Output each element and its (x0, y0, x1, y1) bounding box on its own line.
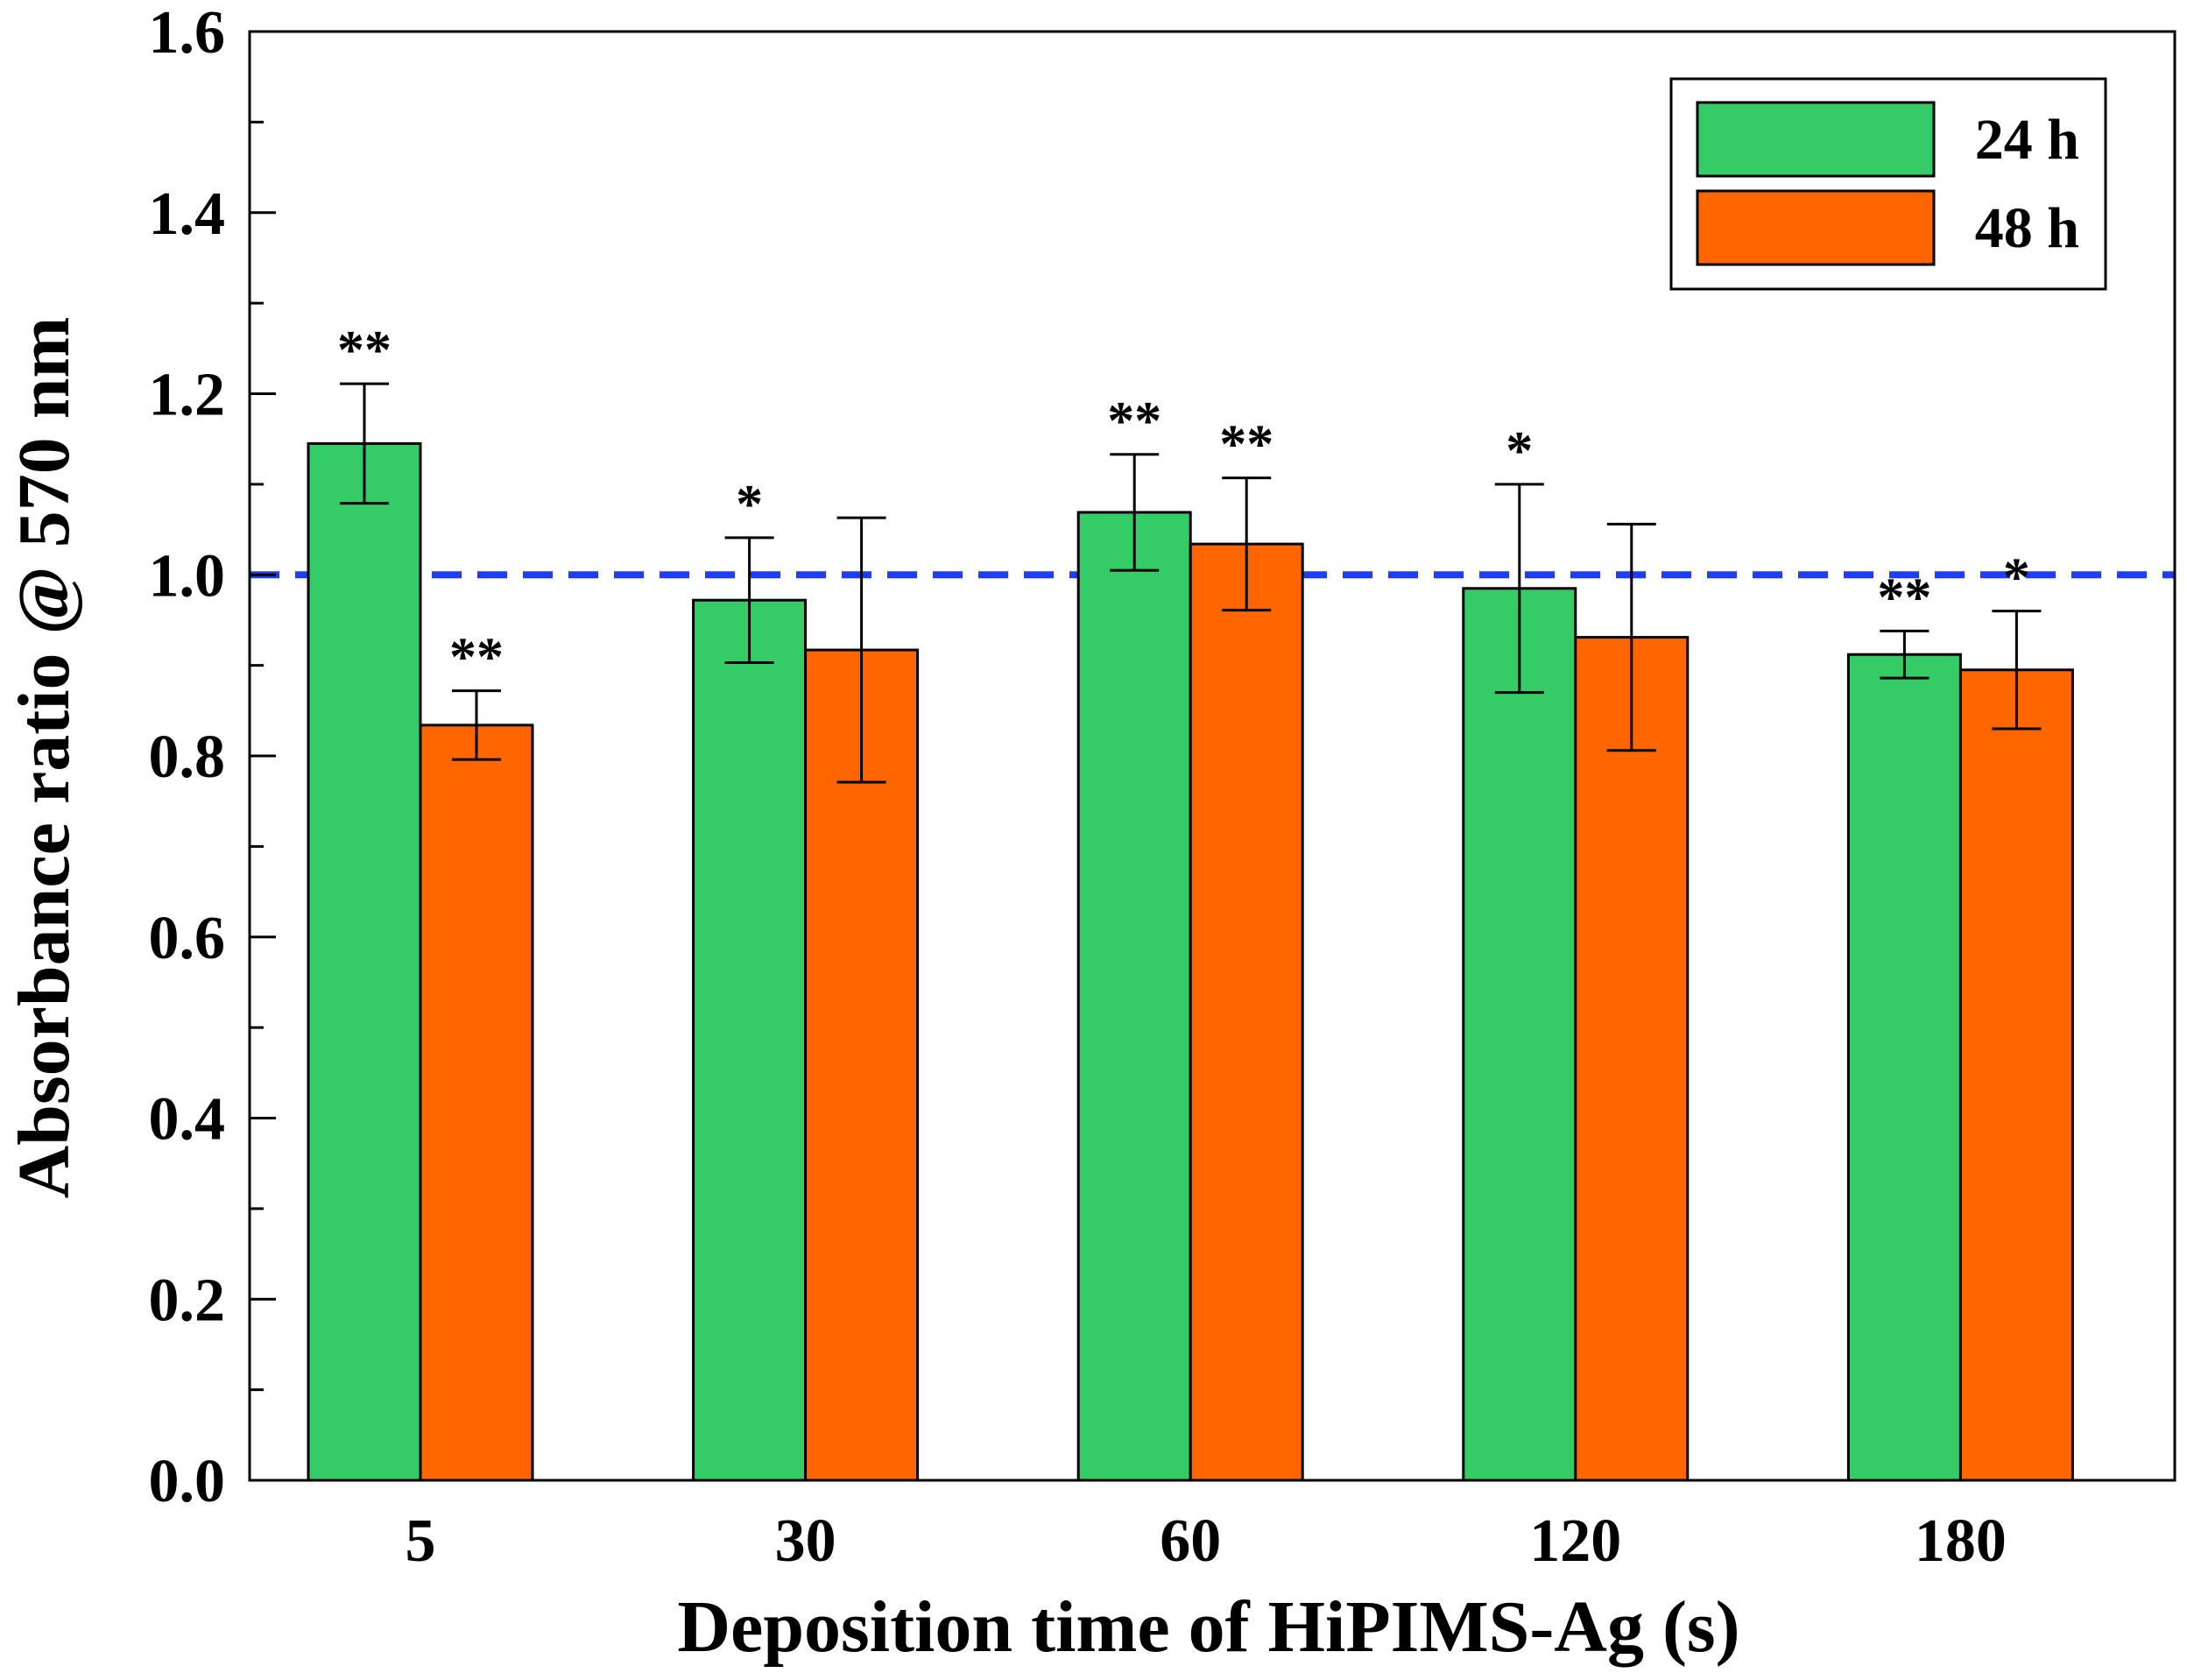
significance-label: ** (1107, 392, 1161, 451)
legend-swatch-24h (1696, 101, 1936, 178)
legend-label: 24 h (1975, 108, 2079, 172)
significance-label: * (2003, 548, 2030, 608)
x-tick-label: 120 (1529, 1507, 1621, 1575)
y-tick-label: 1.6 (149, 0, 226, 67)
y-tick-label: 1.0 (149, 542, 226, 610)
bar-24h-180 (1846, 653, 1962, 1482)
y-tick-label: 0.8 (149, 724, 226, 791)
bar-48h-30 (804, 648, 920, 1482)
significance-label: * (1506, 421, 1533, 481)
significance-label: ** (1877, 568, 1931, 627)
legend-label: 48 h (1975, 196, 2079, 260)
x-axis-title: Deposition time of HiPIMS-Ag (s) (677, 1586, 1739, 1668)
bar-48h-180 (1958, 668, 2074, 1482)
bar-24h-60 (1076, 511, 1192, 1482)
y-tick-label: 1.2 (149, 362, 226, 429)
y-tick-label: 0.2 (149, 1267, 226, 1334)
significance-label: ** (449, 628, 504, 688)
legend-swatch-48h (1696, 189, 1936, 266)
y-tick-label: 0.0 (149, 1448, 226, 1515)
x-tick-label: 30 (775, 1507, 836, 1575)
x-tick-label: 5 (406, 1507, 436, 1575)
bar-48h-5 (419, 724, 534, 1482)
y-tick-label: 0.4 (149, 1086, 226, 1154)
significance-label: ** (1219, 415, 1273, 475)
y-tick-label: 0.6 (149, 905, 226, 972)
significance-label: ** (337, 321, 392, 380)
bar-48h-120 (1574, 636, 1690, 1482)
bar-48h-60 (1189, 542, 1304, 1482)
bar-24h-120 (1462, 587, 1577, 1482)
y-axis-title: Absorbance ratio @ 570 nm (4, 317, 85, 1199)
significance-label: * (736, 475, 763, 534)
bar-24h-5 (307, 441, 422, 1482)
x-tick-label: 60 (1160, 1507, 1221, 1575)
bar-24h-30 (692, 598, 808, 1482)
x-tick-label: 180 (1915, 1507, 2007, 1575)
y-tick-label: 1.4 (149, 180, 226, 248)
